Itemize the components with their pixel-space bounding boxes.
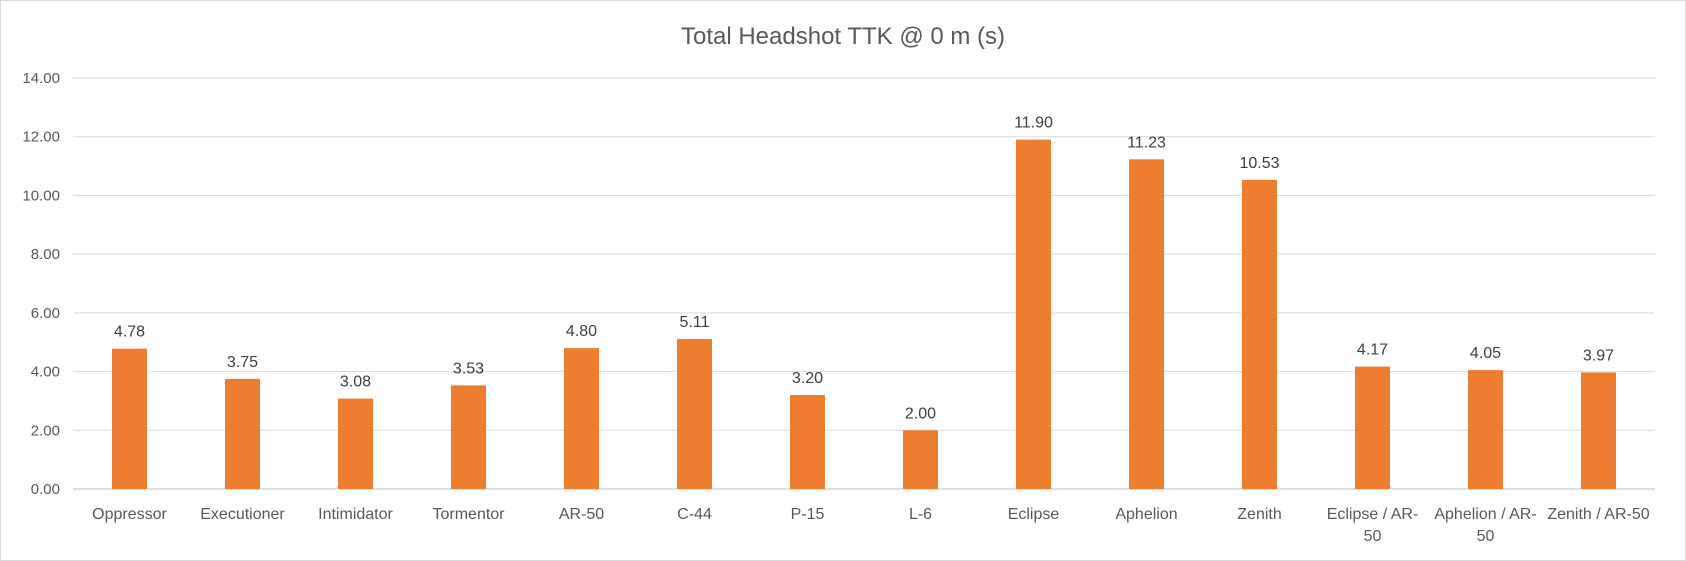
bar: [790, 395, 825, 489]
data-labels: 4.78 3.75 3.08 3.53 4.80 5.11 3.20 2.00 11.90 11.…: [114, 115, 1614, 423]
category-label: Eclipse / AR-50: [1327, 506, 1419, 545]
data-label: 4.78: [114, 324, 145, 341]
bar: [225, 378, 260, 489]
category-label: Eclipse: [1008, 506, 1060, 523]
y-tick-label: 6.00: [31, 305, 60, 322]
y-tick-label: 10.00: [22, 187, 60, 204]
category-label: Zenith: [1237, 506, 1281, 523]
y-tick-label: 0.00: [31, 481, 60, 498]
category-label: AR-50: [559, 506, 604, 523]
bar: [1355, 366, 1390, 489]
bar: [1468, 370, 1503, 489]
data-label: 3.97: [1583, 347, 1614, 364]
y-tick-label: 12.00: [22, 129, 60, 146]
category-label: Zenith / AR-50: [1547, 506, 1649, 523]
data-label: 11.90: [1014, 115, 1053, 132]
bar: [903, 430, 938, 489]
bar: [1581, 372, 1616, 489]
y-tick-label: 14.00: [22, 70, 60, 87]
data-label: 5.11: [680, 314, 710, 331]
y-tick-label: 4.00: [31, 364, 60, 381]
bar: [112, 348, 147, 489]
data-label: 3.20: [792, 370, 823, 387]
gridlines: [73, 77, 1655, 490]
y-tick-label: 2.00: [31, 422, 60, 439]
category-label: C-44: [677, 506, 712, 523]
category-label: Aphelion: [1115, 506, 1177, 523]
data-label: 3.53: [453, 360, 484, 377]
bar: [451, 385, 486, 489]
data-label: 4.17: [1357, 342, 1388, 359]
bar: [338, 398, 373, 489]
category-label: Oppressor: [92, 506, 167, 523]
y-axis-tick-labels: 0.00 2.00 4.00 6.00 8.00 10.00 12.00 14.00: [22, 70, 60, 498]
data-label: 10.53: [1239, 155, 1279, 172]
category-label: P-15: [791, 506, 825, 523]
category-label: Executioner: [200, 506, 285, 523]
data-label: 11.23: [1127, 134, 1166, 151]
bar: [1242, 179, 1277, 489]
bar: [677, 338, 712, 489]
y-tick-label: 8.00: [31, 246, 60, 263]
bars: [112, 139, 1616, 490]
data-label: 4.05: [1470, 345, 1501, 362]
data-label: 2.00: [905, 405, 936, 422]
bar: [564, 348, 599, 489]
category-label: Tormentor: [432, 506, 505, 523]
category-label: Aphelion / AR-50: [1434, 506, 1536, 545]
category-label: L-6: [909, 506, 932, 523]
bar: [1016, 139, 1051, 489]
category-label: Intimidator: [318, 506, 393, 523]
bar: [1129, 159, 1164, 490]
data-label: 3.08: [340, 374, 371, 391]
data-label: 4.80: [566, 323, 597, 340]
data-label: 3.75: [227, 354, 258, 371]
x-axis-category-labels: Oppressor Executioner Intimidator Tormentor…: [92, 506, 1650, 545]
chart-title: Total Headshot TTK @ 0 m (s): [681, 23, 1005, 50]
